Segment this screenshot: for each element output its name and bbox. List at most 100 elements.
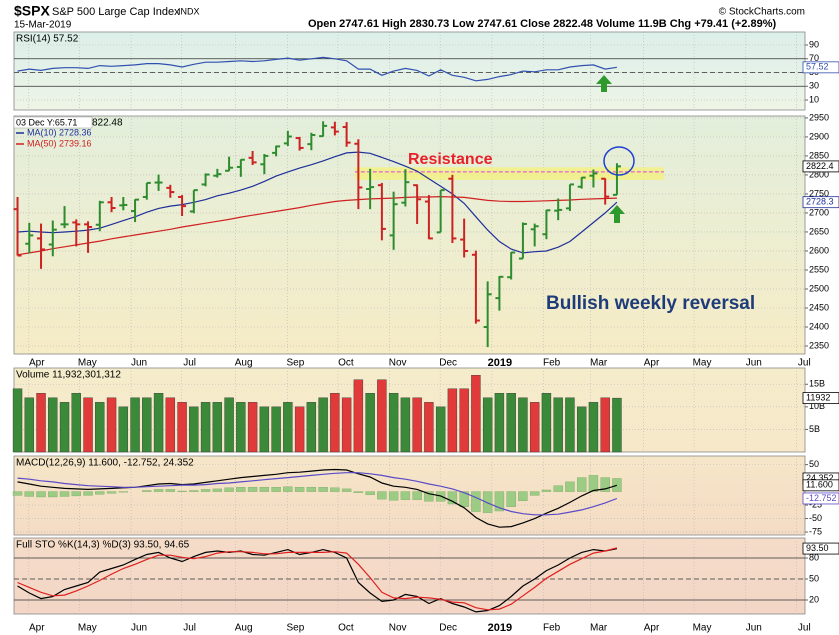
x-tick-label: Jul [798, 623, 811, 634]
value-tag [802, 392, 839, 405]
y-tick-label: 20 [809, 594, 819, 604]
x-tick-label: May [693, 623, 712, 634]
histogram-bar [259, 487, 270, 492]
x-tick-label: Mar [590, 623, 608, 634]
histogram-bar [388, 491, 399, 501]
y-tick-label: 2750 [809, 188, 829, 198]
line-series [17, 548, 618, 613]
volume-bar [212, 402, 223, 453]
histogram-bar [553, 485, 563, 492]
volume-bar [71, 393, 81, 453]
value-tag-label: 24.352 [806, 473, 834, 483]
volume-bar [236, 402, 246, 453]
y-tick-label: 2600 [809, 245, 829, 255]
volume-bar [48, 397, 58, 453]
histogram-bar [189, 490, 199, 492]
y-tick-label: 2800 [809, 169, 829, 179]
value-tag-label: 2822.4 [806, 161, 834, 171]
date: 15-Mar-2019 [14, 20, 72, 31]
histogram-bar [59, 491, 70, 497]
credit: © StockCharts.com [719, 7, 805, 18]
volume-bar [341, 397, 352, 453]
histogram-bar [341, 488, 352, 492]
x-tick-label: Jun [131, 623, 147, 634]
volume-bar [435, 406, 446, 453]
volume-bar [600, 397, 610, 453]
y-tick-label: 2450 [809, 302, 829, 312]
y-tick-label: 10 [809, 94, 819, 104]
y-tick-label: 2550 [809, 264, 829, 274]
histogram-bar [83, 491, 93, 496]
volume-bar [36, 393, 46, 453]
plot-area: 10 30 50 70 90 RSI(14) 57.52 57.52 Apr May Jun Jul… [12, 32, 839, 634]
y-tick-label: -50 [809, 513, 822, 523]
volume-bar [612, 397, 622, 453]
histogram-bar [36, 491, 46, 498]
panels [13, 31, 806, 615]
x-tick-label: Apr [644, 358, 660, 369]
y-tick-label: 2900 [809, 131, 829, 141]
histogram-bar [95, 491, 105, 495]
value-tag [802, 196, 839, 209]
volume-bar [424, 402, 434, 453]
x-tick-label: Dec [439, 358, 457, 369]
x-tick-label: Jul [183, 623, 196, 634]
volume-bar [494, 393, 505, 453]
value-tag [802, 492, 839, 505]
tooltip-box [13, 116, 93, 129]
volume-bar [565, 397, 575, 453]
y-tick-label: 2700 [809, 207, 829, 217]
histogram-bar [365, 491, 375, 496]
histogram-bar [306, 487, 317, 492]
x-tick-label: Aug [235, 623, 253, 634]
histogram-bar [506, 491, 516, 507]
line-series [17, 151, 618, 254]
x-tick-label: Feb [543, 623, 561, 634]
volume-bar [482, 397, 493, 453]
histogram-bar [565, 481, 575, 492]
volume-bar [153, 393, 164, 453]
line-series [17, 547, 618, 611]
histogram-bar [471, 491, 481, 512]
volume-bar [400, 397, 411, 453]
histogram-bar [330, 487, 340, 492]
volume-bar [447, 388, 458, 453]
y-tick-label: 2350 [809, 340, 829, 350]
value-tag-label: 11.600 [806, 480, 833, 490]
volume-bar [130, 397, 140, 453]
histogram-bar [236, 487, 246, 492]
y-tick-label: 2950 [809, 112, 829, 122]
histogram-bar [165, 489, 176, 492]
tooltip: 03 Dec Y:65.71 [16, 117, 77, 127]
y-tick-label: -75 [809, 526, 822, 536]
volume-bar [377, 379, 387, 453]
x-tick-label: Jun [131, 358, 147, 369]
volume-bar [365, 393, 375, 453]
value-tag-label: 93.50 [806, 543, 829, 553]
histogram-bar [224, 487, 234, 492]
volume-bar [294, 406, 305, 453]
value-tag [802, 160, 839, 173]
histogram-bar [424, 491, 434, 502]
line-series [17, 472, 618, 516]
volume-bar [59, 402, 70, 453]
histogram-bar [48, 491, 58, 498]
value-tag-label: -12.752 [806, 493, 837, 503]
x-tick-label: Sep [286, 358, 304, 369]
x-tick-label: Jun [746, 358, 762, 369]
volume-bar [259, 406, 270, 453]
x-tick-label: Mar [590, 358, 608, 369]
volume-bar [553, 397, 563, 453]
histogram-bar [177, 490, 187, 492]
panel-title: MACD(12,26,9) 11.600, -12.752, 24.352 [16, 458, 194, 469]
x-tick-label: 2019 [488, 622, 512, 634]
volume-bar [459, 388, 469, 453]
histogram-bar [400, 491, 411, 500]
volume-bar [588, 402, 599, 453]
histogram-bar [153, 489, 164, 492]
legend-label: MA(10) 2728.36 [27, 127, 92, 137]
volume-bar [189, 406, 199, 453]
panel-title: Full STO %K(14,3) %D(3) 93.50, 94.65 [16, 540, 190, 551]
line-series [17, 468, 618, 528]
value-tag-label: 2728.3 [806, 197, 834, 207]
